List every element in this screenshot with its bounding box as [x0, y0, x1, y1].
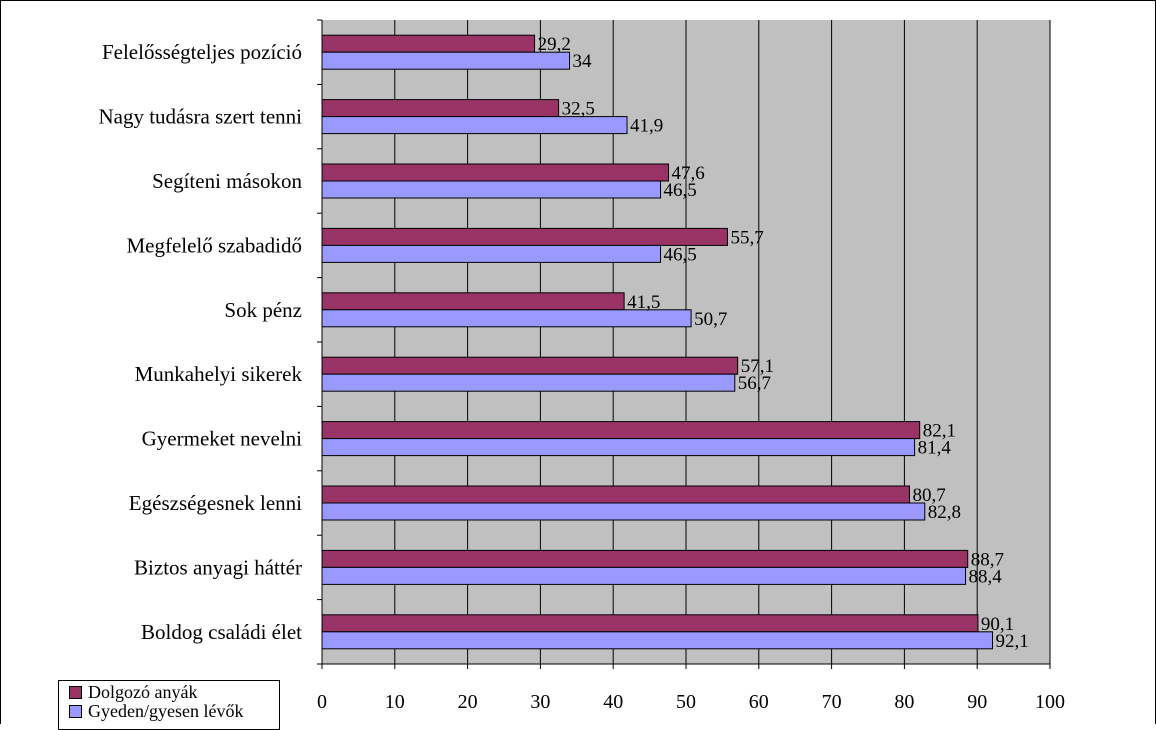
data-label-s2-c9: 88,4: [969, 566, 1003, 587]
bar-s1-c7: [321, 421, 921, 440]
x-tick-label-10: 10: [385, 691, 405, 713]
x-tick-label-50: 50: [676, 691, 696, 713]
data-label-s2-c6: 56,7: [738, 373, 771, 394]
data-label-s1-c7: 82,1: [923, 421, 956, 442]
x-tick-label-20: 20: [458, 691, 478, 713]
data-label-s1-c5: 41,5: [627, 292, 660, 313]
bar-s1-c8: [321, 485, 910, 504]
data-label-s1-c2: 32,5: [562, 99, 595, 120]
bar-s2-c8: [321, 502, 926, 521]
data-label-s1-c10: 90,1: [981, 614, 1014, 635]
x-tick-label-70: 70: [822, 691, 842, 713]
x-tick-label-90: 90: [967, 691, 987, 713]
bar-s1-c1: [321, 34, 536, 53]
data-label-s1-c8: 80,7: [912, 485, 945, 506]
x-tick-label-60: 60: [749, 691, 769, 713]
category-label-7: Gyermeket nevelni: [142, 427, 303, 451]
bar-s1-c3: [321, 163, 670, 182]
bar-s2-c1: [321, 51, 571, 70]
labels: 29,234 Felelősségteljes pozíció 32,5 41,9 Na…: [98, 34, 1065, 713]
data-label-s1-c3: 47,6: [672, 163, 705, 184]
category-label-1: Felelősségteljes pozíció: [102, 40, 302, 64]
category-label-3: Segíteni másokon: [152, 169, 302, 193]
category-label-4: Megfelelő szabadidő: [126, 233, 302, 257]
category-label-6: Munkahelyi sikerek: [135, 362, 303, 386]
bar-s1-c2: [321, 99, 560, 118]
bar-s2-c6: [321, 373, 736, 392]
bar-s1-c9: [321, 549, 969, 568]
data-label-s2-c3: 46,5: [664, 180, 697, 201]
category-label-2: Nagy tudásra szert tenni: [98, 105, 302, 129]
data-label-s2-c10: 92,1: [995, 631, 1028, 652]
data-label-s2-c7: 81,4: [918, 438, 952, 459]
legend-label-series-2: Gyeden/gyesen lévők: [88, 701, 244, 721]
legend-item-series-1: Dolgozó anyák: [69, 683, 279, 702]
bar-s1-c5: [321, 292, 625, 311]
bar-s2-c3: [321, 180, 662, 199]
legend-swatch-series-1: [69, 686, 82, 699]
bar-s2-c7: [321, 438, 916, 457]
category-label-9: Biztos anyagi háttér: [134, 555, 302, 579]
data-label-s1-c9: 88,7: [971, 549, 1004, 570]
data-label-s1-c4: 55,7: [730, 227, 763, 248]
data-label-s1-c1: 29,2: [538, 34, 571, 55]
x-tick-label-0: 0: [317, 691, 327, 713]
data-label-s2-c8: 82,8: [928, 502, 961, 523]
legend-item-series-2: Gyeden/gyesen lévők: [69, 702, 279, 721]
legend-label-series-1: Dolgozó anyák: [88, 682, 198, 702]
bar-s2-c10: [321, 631, 993, 650]
x-tick-label-80: 80: [894, 691, 914, 713]
data-label-s2-c4: 46,5: [664, 244, 697, 265]
category-label-10: Boldog családi élet: [141, 620, 302, 644]
x-tick-label-100: 100: [1035, 691, 1065, 713]
bar-s1-c4: [321, 227, 728, 246]
category-label-5: Sok pénz: [224, 298, 302, 322]
data-label-s2-c5: 50,7: [694, 309, 727, 330]
bar-s2-c9: [321, 566, 967, 585]
axes: [317, 19, 1051, 669]
data-label-s1-c6: 57,1: [741, 356, 774, 377]
legend: Dolgozó anyák Gyeden/gyesen lévők: [58, 680, 280, 730]
category-label-8: Egészségesnek lenni: [129, 491, 302, 515]
x-tick-label-40: 40: [603, 691, 623, 713]
data-label-s2-c2: 41,9: [630, 116, 663, 137]
bar-s1-c10: [321, 614, 979, 633]
x-tick-label-30: 30: [530, 691, 550, 713]
data-label-s2-c1: 34: [573, 51, 593, 72]
bar-s1-c6: [321, 356, 739, 375]
bar-s2-c4: [321, 244, 662, 263]
legend-swatch-series-2: [69, 705, 82, 718]
bars: [321, 34, 993, 650]
